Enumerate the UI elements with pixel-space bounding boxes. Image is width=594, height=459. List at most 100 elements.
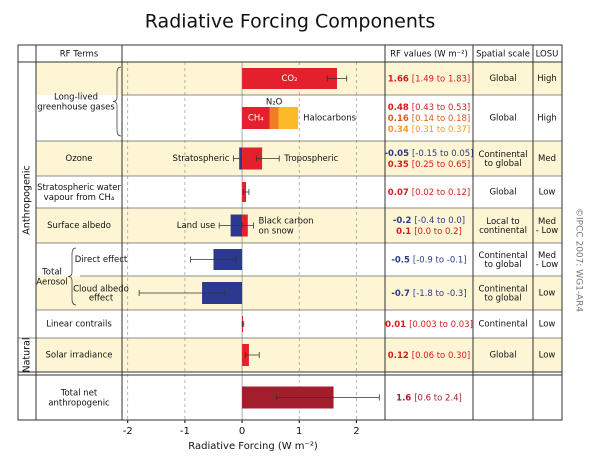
- rf-value-range: [0.14 to 0.18]: [412, 114, 470, 124]
- header: RF values (W m⁻²): [390, 50, 468, 60]
- rf-value-number: 1.6: [396, 393, 411, 403]
- bar-label: CO₂: [281, 74, 297, 84]
- rf-value: 0.1 [0.0 to 0.2]: [396, 227, 462, 237]
- rf-value: 1.66 [1.49 to 1.83]: [388, 74, 470, 84]
- x-tick-label: -2: [123, 426, 133, 437]
- header: Spatial scale: [476, 50, 530, 60]
- rf-value-number: -0.05: [385, 149, 410, 159]
- copyright: ©IPCC 2007: WG1-AR4: [574, 208, 584, 312]
- losu-line: Med: [538, 251, 556, 261]
- row-label-line: Aerosol: [36, 277, 67, 287]
- row-label: Linear contrails: [46, 320, 112, 330]
- rf-value-number: 0.16: [388, 114, 409, 124]
- bar-label: Tropospheric: [283, 154, 338, 164]
- rf-value-range: [-0.9 to -0.1]: [413, 255, 467, 265]
- table-lines: [17, 44, 563, 423]
- losu: Med - Low: [536, 251, 559, 270]
- x-tick-label: 2: [353, 426, 359, 437]
- group-label: Natural: [22, 337, 33, 372]
- x-tick-label: 1: [296, 426, 302, 437]
- losu-line: - Low: [536, 226, 559, 236]
- spatial-scale: Local to continental: [479, 217, 527, 236]
- spatial-scale: Global: [489, 188, 516, 198]
- brace: [67, 247, 77, 306]
- rf-value-number: -0.5: [391, 255, 410, 265]
- row-label: Total Aerosol: [36, 267, 67, 287]
- rf-value: -0.05 [-0.15 to 0.05]: [385, 149, 474, 159]
- rf-value: 0.12 [0.06 to 0.30]: [388, 351, 470, 361]
- x-tick-label: 0: [239, 426, 245, 437]
- row-label: Ozone: [66, 154, 93, 164]
- losu: High: [537, 114, 557, 124]
- bar: [242, 107, 270, 129]
- bar-label: N₂O: [266, 98, 283, 108]
- error-bar: [242, 189, 250, 195]
- spatial-scale: Global: [489, 114, 516, 124]
- sub-row-label-line: effect: [89, 293, 114, 303]
- error-bar: [326, 75, 348, 82]
- losu: Med - Low: [536, 217, 559, 236]
- group-label: Anthropogenic: [22, 165, 33, 234]
- rf-value: -0.5 [-0.9 to -0.1]: [391, 255, 466, 265]
- rf-value: 0.07 [0.02 to 0.12]: [388, 188, 470, 198]
- rf-value-range: [0.25 to 0.65]: [412, 160, 470, 170]
- rf-value-number: 0.01: [385, 320, 406, 330]
- rf-value: 0.01 [0.003 to 0.03]: [385, 320, 473, 330]
- row-label-line: Total: [41, 267, 62, 277]
- x-tick-label: -1: [180, 426, 190, 437]
- bar-label: Stratospheric: [173, 154, 230, 164]
- rf-value-range: [0.0 to 0.2]: [414, 227, 462, 237]
- rf-value-number: 0.34: [388, 125, 409, 135]
- spatial-scale-line: Local to: [486, 217, 519, 227]
- bar-label: Halocarbons: [303, 114, 357, 124]
- row-label-line: greenhouse gases: [37, 102, 115, 112]
- rf-value-range: [0.6 to 2.4]: [414, 393, 462, 403]
- losu: Low: [539, 320, 556, 330]
- brace: [112, 66, 122, 137]
- rf-value-number: -0.2: [393, 216, 412, 226]
- bar: [278, 107, 299, 129]
- losu: Low: [539, 188, 556, 198]
- bar: [242, 147, 263, 170]
- rf-value-range: [1.49 to 1.83]: [412, 74, 470, 84]
- losu: High: [537, 74, 557, 84]
- bar-label-line: Black carbon: [259, 216, 314, 226]
- bar-label: Black carbon on snow: [259, 216, 314, 236]
- row-label: Stratospheric water vapour from CH₄: [37, 183, 121, 203]
- bar: [269, 107, 279, 129]
- rf-value-range: [0.43 to 0.53]: [412, 103, 470, 113]
- sub-row-label: Cloud albedo effect: [73, 284, 129, 303]
- error-bar: [275, 394, 380, 401]
- row-label-line: Stratospheric water: [37, 183, 121, 193]
- spatial-scale-line: to global: [484, 159, 521, 169]
- rf-value-range: [0.31 to 0.37]: [412, 125, 470, 135]
- spatial-scale: Continental to global: [478, 150, 527, 169]
- texts: RF Terms RF values (W m⁻²) Spatial scale…: [22, 50, 584, 453]
- spatial-scale-line: Continental: [478, 284, 527, 294]
- error-bar: [241, 222, 254, 229]
- spatial-scale: Global: [489, 74, 516, 84]
- row-label-line: anthropogenic: [48, 398, 110, 408]
- rf-value: 0.16 [0.14 to 0.18]: [388, 114, 470, 124]
- rf-value-number: 0.1: [396, 227, 411, 237]
- error-bar: [138, 290, 226, 296]
- frame: [17, 44, 563, 421]
- row-label-line: vapour from CH₄: [44, 193, 115, 203]
- rf-value-number: 0.07: [388, 188, 409, 198]
- row-label: Surface albedo: [47, 221, 111, 231]
- row-label: Solar irradiance: [45, 351, 112, 361]
- header: LOSU: [536, 50, 559, 60]
- rf-value: -0.2 [-0.4 to 0.0]: [393, 216, 465, 226]
- bar-label: CH₄: [248, 114, 264, 124]
- spatial-scale: Continental to global: [478, 251, 527, 270]
- spatial-scale-line: Continental: [478, 150, 527, 160]
- rf-value: 0.48 [0.43 to 0.53]: [388, 103, 470, 113]
- losu: Med: [538, 154, 556, 164]
- bar-label: Land use: [177, 221, 215, 231]
- rf-value-number: 0.12: [388, 351, 409, 361]
- row-label: Total net anthropogenic: [48, 388, 110, 408]
- spatial-scale: Global: [489, 351, 516, 361]
- losu-line: - Low: [536, 260, 559, 270]
- spatial-scale: Continental: [478, 320, 527, 330]
